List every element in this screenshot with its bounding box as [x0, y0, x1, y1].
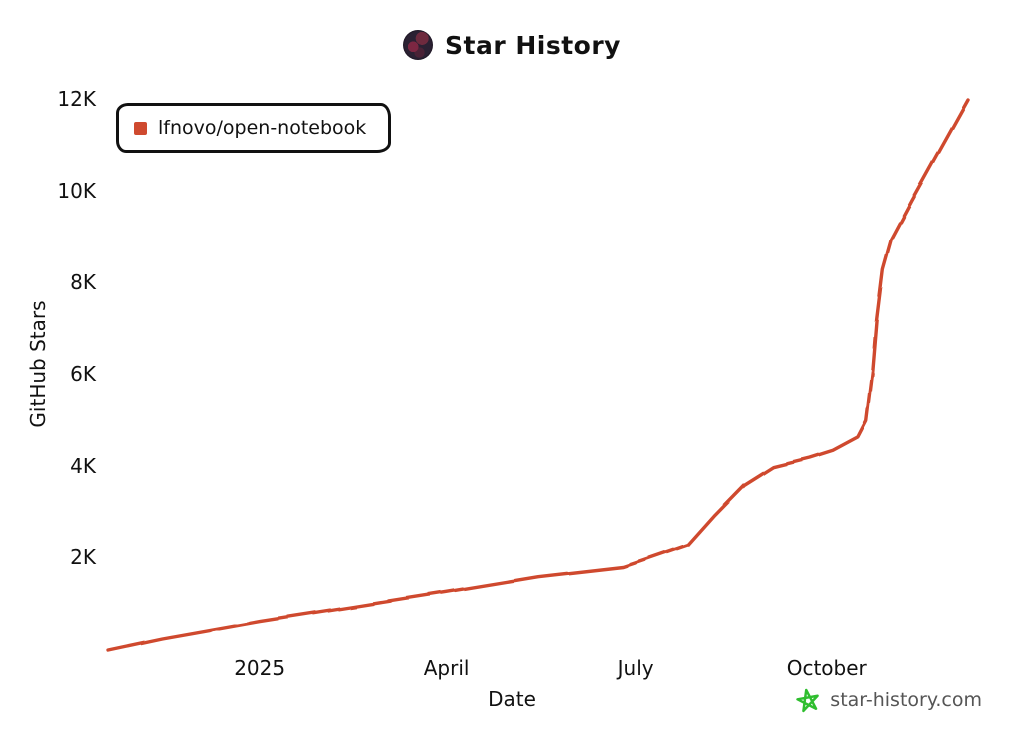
brand-label: star-history.com [830, 689, 982, 711]
y-tick-label: 10K [57, 178, 96, 203]
x-tick-label: 2025 [234, 656, 286, 680]
y-tick-label: 6K [70, 362, 96, 386]
y-tick-label: 2K [70, 545, 96, 570]
legend: lfnovo/open-notebook [116, 103, 392, 153]
y-tick-label: 12K [57, 87, 96, 111]
y-tick-label: 8K [70, 270, 96, 295]
x-tick-label: July [617, 656, 654, 680]
y-tick-label: 4K [70, 453, 96, 478]
star-icon [796, 688, 820, 713]
series-line [106, 98, 970, 652]
page-title: Star History [445, 30, 621, 60]
x-axis-title: Date [488, 687, 536, 711]
y-axis-tick-labels: 2K 4K 6K 8K 10K 12K [34, 0, 96, 680]
y-axis-title: GitHub Stars [26, 300, 50, 428]
x-tick-label: April [423, 656, 470, 680]
legend-item-repo[interactable]: lfnovo/open-notebook [158, 117, 367, 139]
brand-link[interactable]: star-history.com [795, 687, 982, 713]
header: Star History [0, 30, 1024, 60]
repo-avatar-icon [403, 30, 433, 60]
x-tick-label: October [786, 656, 867, 680]
legend-swatch [134, 121, 147, 135]
x-axis-tick-labels: 2025 April July October [0, 656, 1024, 686]
